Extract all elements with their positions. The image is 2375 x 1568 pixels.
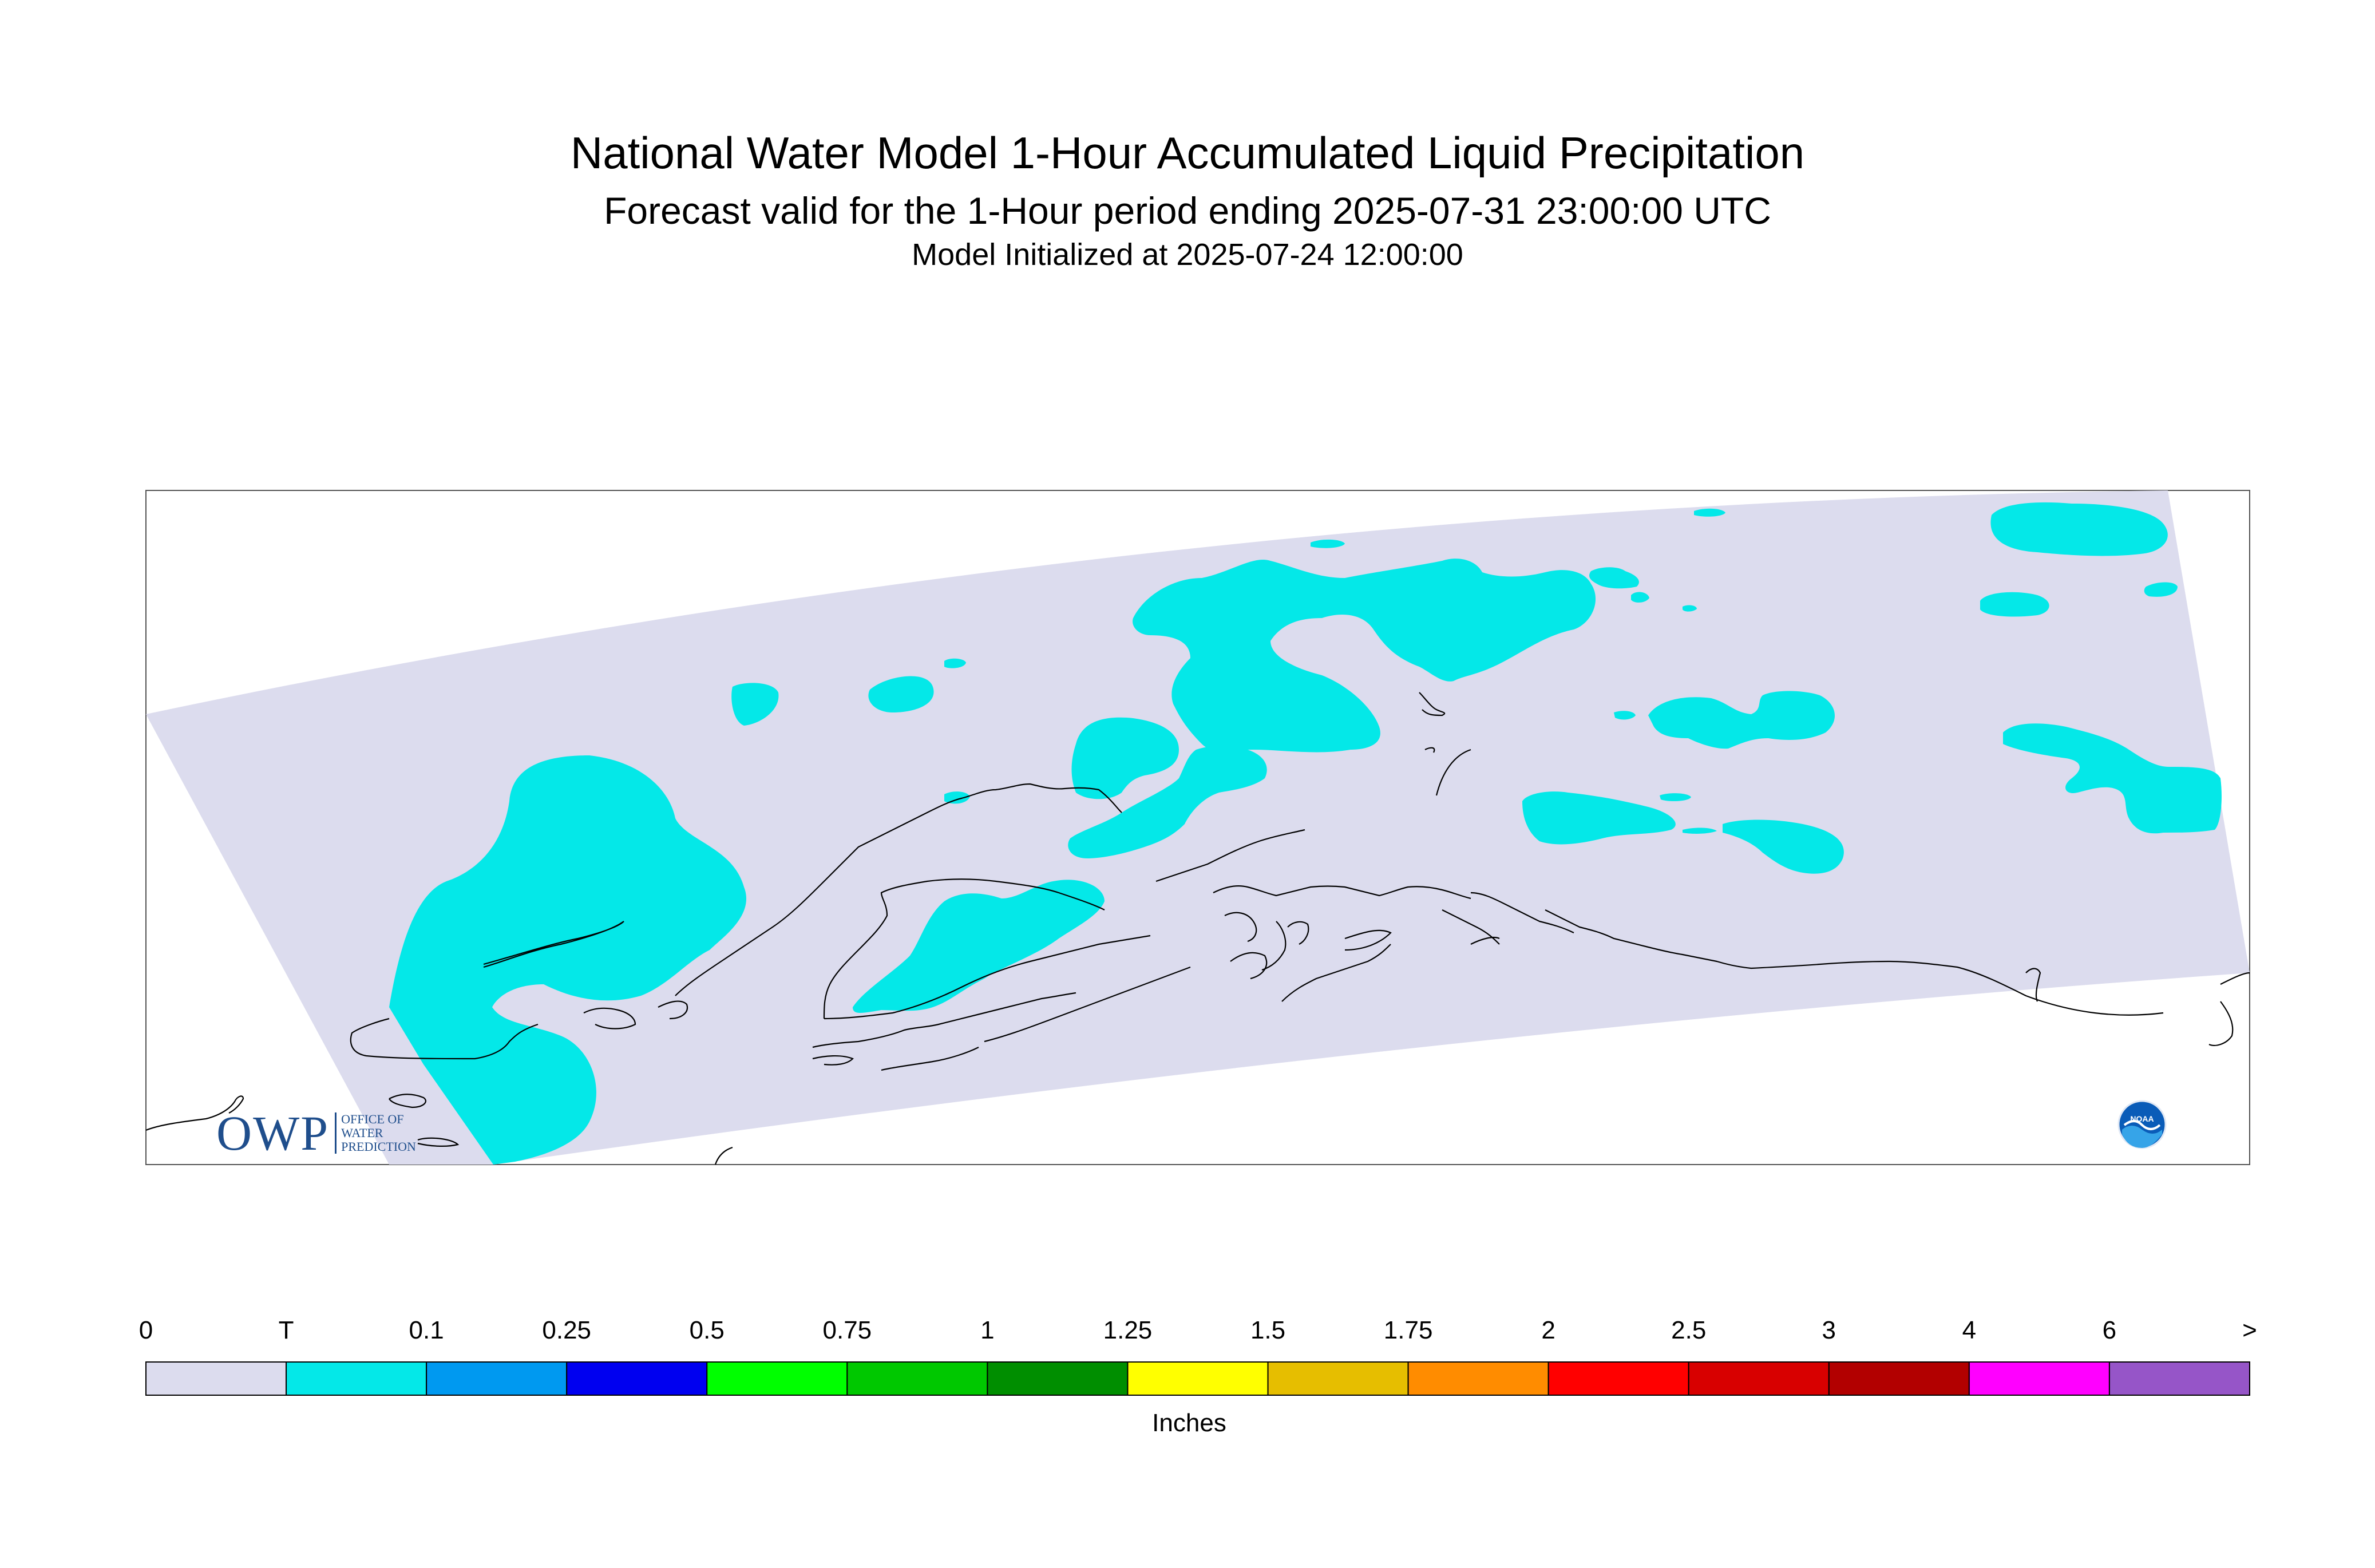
legend-units: Inches xyxy=(1152,1409,1226,1437)
map-title: National Water Model 1-Hour Accumulated … xyxy=(570,128,1805,178)
legend-tick-label: 2 xyxy=(1541,1316,1555,1344)
coastline xyxy=(145,692,2250,1165)
legend-swatch xyxy=(1267,1361,1409,1396)
legend-tick-label: 0.75 xyxy=(822,1316,872,1344)
noaa-logo-text: NOAA xyxy=(2130,1114,2154,1123)
owp-logo-line3: PREDICTION xyxy=(341,1139,416,1154)
legend-swatch xyxy=(1828,1361,1970,1396)
owp-logo-line2: WATER xyxy=(341,1126,383,1140)
legend-tick-label: 3 xyxy=(1822,1316,1836,1344)
legend-swatch xyxy=(1127,1361,1269,1396)
legend-swatch xyxy=(286,1361,428,1396)
legend-tick-label: 1 xyxy=(980,1316,995,1344)
legend-swatch xyxy=(1688,1361,1830,1396)
noaa-logo: NOAA xyxy=(2117,1100,2167,1149)
legend-swatch xyxy=(987,1361,1129,1396)
owp-logo-mark: OWP xyxy=(216,1106,330,1161)
legend-tick-label: 0.1 xyxy=(409,1316,444,1344)
map-subtitle: Forecast valid for the 1-Hour period end… xyxy=(604,189,1771,232)
legend-tick-label: 1.5 xyxy=(1250,1316,1286,1344)
legend-tick-label: > xyxy=(2242,1316,2257,1344)
legend-tick-label: 0.5 xyxy=(689,1316,725,1344)
owp-logo-text: OFFICE OF WATER PREDICTION xyxy=(335,1112,416,1154)
legend-tick-label: 0.25 xyxy=(542,1316,592,1344)
precip-areas xyxy=(389,502,2222,1165)
model-domain-area xyxy=(146,490,2250,1165)
legend-colorbar xyxy=(145,1361,2251,1396)
model-init-time: Model Initialized at 2025-07-24 12:00:00 xyxy=(912,237,1463,272)
map-frame xyxy=(145,490,2250,1165)
legend-swatch xyxy=(2108,1361,2251,1396)
legend-tick-label: 2.5 xyxy=(1671,1316,1707,1344)
legend-tick-label: 0 xyxy=(138,1316,153,1344)
legend-swatch xyxy=(1547,1361,1689,1396)
legend-tick-label: 6 xyxy=(2102,1316,2117,1344)
legend-tick-label: 1.75 xyxy=(1383,1316,1433,1344)
legend-swatch xyxy=(1968,1361,2110,1396)
legend-tick-label: T xyxy=(278,1316,294,1344)
legend-swatch xyxy=(706,1361,848,1396)
owp-logo: OWP OFFICE OF WATER PREDICTION xyxy=(216,1104,416,1162)
legend-tick-label: 4 xyxy=(1962,1316,1977,1344)
legend-swatch xyxy=(566,1361,708,1396)
legend-tick-label: 1.25 xyxy=(1103,1316,1153,1344)
owp-logo-line1: OFFICE OF xyxy=(341,1112,404,1126)
legend-swatch xyxy=(846,1361,988,1396)
legend-swatch xyxy=(1407,1361,1549,1396)
legend-swatch xyxy=(145,1361,287,1396)
legend-swatch xyxy=(426,1361,568,1396)
